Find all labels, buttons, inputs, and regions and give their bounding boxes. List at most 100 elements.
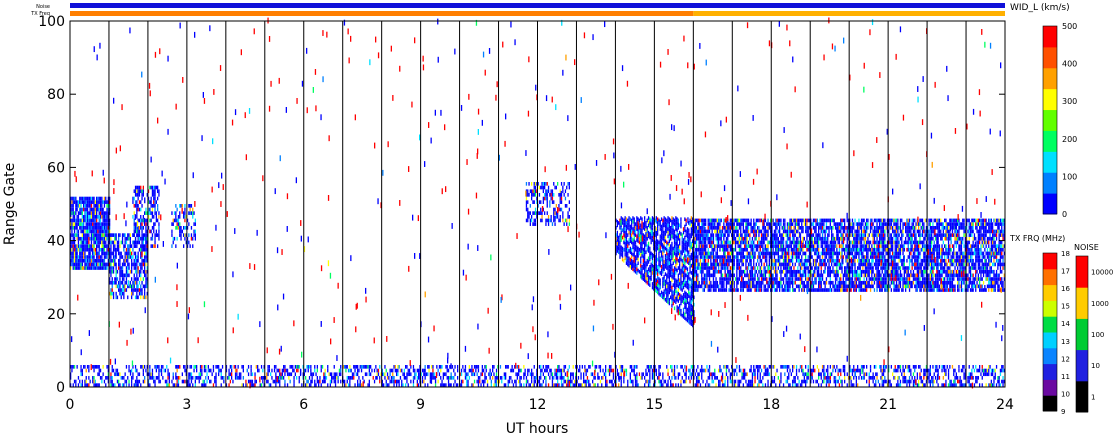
scatter-cell	[668, 254, 670, 258]
scatter-cell	[728, 269, 730, 274]
scatter-cell	[821, 273, 824, 278]
scatter-cell	[623, 236, 625, 241]
scatter-cell	[842, 233, 844, 237]
scatter-cell	[702, 269, 704, 274]
scatter-cell	[690, 219, 692, 224]
scatter-cell	[76, 255, 78, 259]
scatter-cell	[812, 258, 815, 263]
scatter-cell	[106, 236, 108, 241]
scatter-cell	[762, 255, 764, 259]
scatter-cell	[753, 233, 755, 237]
scatter-cell	[621, 254, 624, 258]
scatter-cell	[81, 222, 83, 226]
scatter-cell	[707, 240, 709, 245]
scatter-cell	[760, 236, 763, 241]
scatter-cell	[877, 273, 879, 278]
scatter-cell	[149, 185, 151, 190]
scatter-cell	[664, 228, 667, 233]
scatter-cell	[641, 232, 643, 236]
scatter-cell	[780, 255, 782, 259]
scatter-cell	[853, 244, 855, 248]
scatter-cell	[90, 215, 93, 219]
scatter-cell	[777, 280, 779, 285]
scatter-cell	[903, 240, 905, 245]
scatter-cell	[680, 232, 682, 236]
scatter-cell	[799, 247, 802, 252]
scatter-cell	[889, 273, 891, 278]
scatter-cell	[894, 288, 896, 292]
scatter-cell	[106, 226, 108, 230]
scatter-cell	[707, 226, 709, 230]
scatter-cell	[525, 200, 528, 204]
scatter-cell	[544, 182, 546, 186]
scatter-cell	[818, 266, 820, 270]
scatter-cell	[847, 255, 850, 259]
scatter-cell	[795, 222, 798, 226]
scatter-cell	[793, 280, 795, 285]
scatter-cell	[799, 251, 802, 256]
scatter-cell	[842, 277, 844, 281]
scatter-cell	[133, 251, 135, 256]
scatter-cell	[707, 284, 709, 289]
scatter-cell	[89, 218, 91, 223]
scatter-cell	[746, 288, 748, 292]
scatter-cell	[154, 189, 156, 194]
scatter-cell	[814, 262, 816, 267]
scatter-cell	[681, 313, 683, 318]
scatter-cell	[637, 257, 639, 262]
scatter-cell	[88, 218, 90, 223]
scatter-cell	[71, 251, 73, 256]
scatter-cell	[118, 240, 120, 245]
scatter-cell	[541, 218, 543, 223]
scatter-cell	[897, 226, 899, 230]
scatter-cell	[888, 258, 890, 263]
scatter-cell	[714, 266, 716, 270]
scatter-cell	[749, 258, 751, 263]
scatter-cell	[773, 255, 776, 259]
scatter-cell	[850, 251, 852, 256]
scatter-cell	[753, 247, 755, 252]
scatter-cell	[811, 280, 813, 285]
scatter-cell	[863, 247, 865, 252]
scatter-cell	[81, 266, 83, 270]
scatter-cell	[746, 236, 748, 241]
scatter-cell	[84, 251, 86, 256]
scatter-cell	[880, 222, 882, 226]
scatter-cell	[890, 273, 892, 278]
scatter-cell	[882, 240, 885, 245]
scatter-cell	[872, 277, 874, 281]
scatter-cell	[879, 233, 881, 237]
scatter-cell	[692, 305, 694, 309]
scatter-cell	[641, 268, 643, 273]
scatter-cell	[779, 233, 781, 237]
scatter-cell	[153, 226, 155, 230]
scatter-cell	[803, 280, 805, 285]
scatter-cell	[698, 284, 700, 289]
scatter-cell	[793, 269, 795, 274]
scatter-cell	[715, 229, 717, 234]
scatter-cell	[80, 247, 82, 252]
scatter-cell	[676, 308, 678, 313]
scatter-cell	[784, 251, 786, 256]
scatter-cell	[853, 273, 855, 278]
scatter-cell	[77, 247, 80, 252]
scatter-cell	[838, 258, 841, 263]
scatter-cell	[828, 269, 830, 274]
scatter-cell	[77, 258, 80, 263]
scatter-cell	[71, 244, 73, 248]
scatter-cell	[894, 262, 896, 267]
scatter-cell	[621, 235, 624, 240]
scatter-cell	[660, 232, 663, 236]
scatter-cell	[97, 240, 99, 245]
scatter-cell	[854, 247, 856, 252]
scatter-cell	[106, 211, 108, 215]
scatter-cell	[132, 291, 134, 296]
scatter-cell	[666, 258, 668, 263]
scatter-cell	[750, 240, 752, 245]
scatter-cell	[771, 255, 773, 259]
scatter-cell	[753, 226, 755, 230]
scatter-cell	[814, 258, 816, 263]
scatter-cell	[770, 288, 772, 292]
scatter-cell	[757, 244, 759, 248]
scatter-cell	[770, 266, 772, 270]
